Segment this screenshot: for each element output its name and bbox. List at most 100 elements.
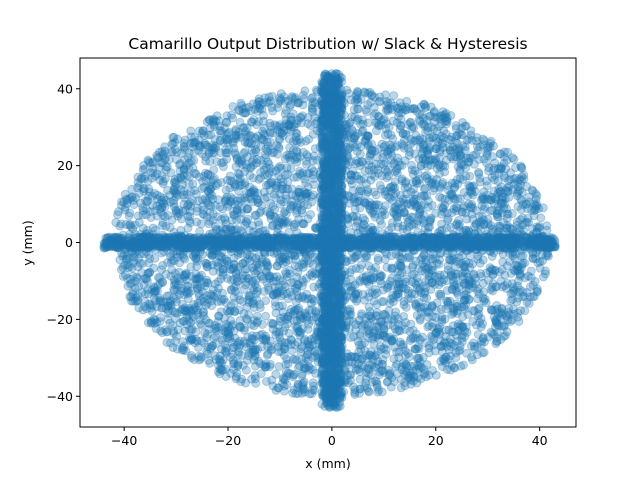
scatter-point: [518, 287, 528, 297]
scatter-point: [418, 134, 428, 144]
scatter-point: [169, 186, 179, 196]
scatter-point: [410, 104, 420, 114]
scatter-point: [441, 304, 451, 314]
scatter-point: [179, 199, 189, 209]
scatter-point: [262, 97, 272, 107]
scatter-point: [286, 200, 296, 210]
scatter-point: [478, 212, 488, 222]
scatter-point: [394, 325, 404, 335]
scatter-point: [227, 321, 237, 331]
scatter-point: [166, 257, 176, 267]
scatter-point: [512, 188, 522, 198]
scatter-point: [407, 270, 417, 280]
scatter-point: [122, 195, 132, 205]
scatter-point: [441, 119, 451, 129]
scatter-point: [464, 157, 474, 167]
scatter-point: [204, 219, 214, 229]
scatter-point: [290, 94, 300, 104]
scatter-point: [120, 202, 130, 212]
scatter-point: [262, 350, 272, 360]
scatter-point: [468, 282, 478, 292]
scatter-point: [361, 105, 371, 115]
scatter-point: [452, 308, 462, 318]
scatter-point: [426, 122, 436, 132]
scatter-point: [228, 138, 238, 148]
scatter-point: [297, 111, 307, 121]
scatter-point: [447, 360, 457, 370]
scatter-point: [292, 323, 302, 333]
scatter-point: [351, 352, 361, 362]
scatter-point: [535, 257, 545, 267]
scatter-point: [293, 379, 303, 389]
scatter-point: [206, 290, 216, 300]
scatter-point: [355, 374, 365, 384]
scatter-point: [176, 231, 186, 241]
scatter-point: [419, 100, 429, 110]
scatter-point: [220, 196, 230, 206]
scatter-point: [415, 313, 425, 323]
scatter-point: [439, 270, 449, 280]
scatter-point: [519, 170, 529, 180]
scatter-point: [526, 231, 536, 241]
scatter-point: [504, 192, 514, 202]
scatter-point: [145, 158, 155, 168]
scatter-point: [194, 146, 204, 156]
scatter-point: [528, 186, 538, 196]
scatter-point: [375, 180, 385, 190]
scatter-point: [501, 185, 511, 195]
scatter-point: [242, 264, 252, 274]
scatter-point: [237, 155, 247, 165]
scatter-point: [241, 365, 251, 375]
scatter-point: [325, 268, 335, 278]
scatter-point: [380, 310, 390, 320]
scatter-point: [479, 296, 489, 306]
scatter-point: [490, 158, 500, 168]
scatter-point: [363, 118, 373, 128]
scatter-point: [304, 258, 314, 268]
scatter-point: [150, 253, 160, 263]
scatter-point: [367, 352, 377, 362]
scatter-point: [231, 131, 241, 141]
scatter-point: [147, 173, 157, 183]
scatter-point: [304, 319, 314, 329]
scatter-point: [371, 362, 381, 372]
scatter-point: [459, 187, 469, 197]
scatter-point: [291, 297, 301, 307]
scatter-point: [279, 92, 289, 102]
scatter-point: [307, 103, 317, 113]
scatter-point: [274, 347, 284, 357]
scatter-point: [204, 318, 214, 328]
scatter-point: [460, 304, 470, 314]
scatter-point: [144, 299, 154, 309]
scatter-point: [437, 317, 447, 327]
scatter-point: [236, 226, 246, 236]
scatter-point: [255, 208, 265, 218]
scatter-point: [373, 347, 383, 357]
scatter-point: [381, 165, 391, 175]
scatter-point: [202, 333, 212, 343]
scatter-point: [268, 290, 278, 300]
scatter-point: [505, 256, 515, 266]
scatter-point: [509, 154, 519, 164]
scatter-point: [158, 198, 168, 208]
scatter-point: [389, 191, 399, 201]
scatter-point: [485, 142, 495, 152]
scatter-point: [293, 388, 303, 398]
scatter-point: [304, 134, 314, 144]
scatter-point: [246, 188, 256, 198]
scatter-point: [275, 275, 285, 285]
scatter-point: [265, 359, 275, 369]
scatter-point: [398, 279, 408, 289]
scatter-point: [464, 280, 474, 290]
scatter-point: [198, 125, 208, 135]
scatter-point: [296, 347, 306, 357]
scatter-point: [461, 257, 471, 267]
scatter-point: [464, 199, 474, 209]
scatter-point: [221, 322, 231, 332]
scatter-point: [251, 145, 261, 155]
scatter-point: [483, 214, 493, 224]
scatter-point: [351, 365, 361, 375]
scatter-point: [309, 180, 319, 190]
scatter-point: [198, 205, 208, 215]
scatter-point: [363, 320, 373, 330]
